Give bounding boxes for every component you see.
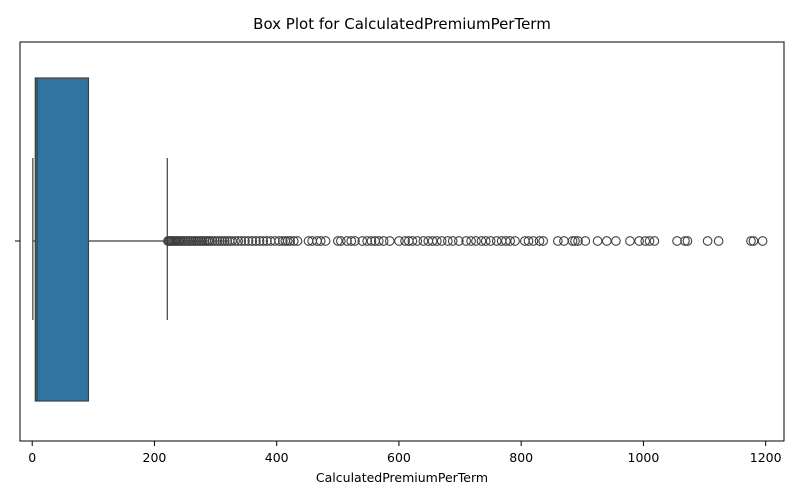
- outlier-point: [471, 236, 481, 246]
- outlier-point: [336, 236, 346, 246]
- outlier-point: [528, 236, 539, 246]
- outlier-point: [436, 236, 447, 246]
- outlier-point: [592, 236, 603, 246]
- outlier-point: [634, 236, 644, 246]
- outlier-point: [682, 236, 693, 246]
- outlier-point: [342, 236, 352, 246]
- x-axis-label: CalculatedPremiumPerTerm: [316, 470, 488, 485]
- outlier-point: [384, 236, 395, 246]
- outlier-point: [258, 236, 269, 246]
- x-tick-label: 1000: [628, 450, 660, 465]
- outlier-point: [757, 236, 768, 246]
- outlier-point: [378, 236, 389, 246]
- outlier-point: [640, 236, 651, 246]
- outlier-point: [453, 236, 464, 246]
- outlier-point: [212, 236, 223, 246]
- outlier-point: [215, 236, 225, 246]
- outlier-point: [644, 236, 655, 246]
- outlier-point: [485, 236, 496, 246]
- outlier-point: [362, 236, 373, 246]
- outlier-point: [476, 236, 487, 246]
- outlier-point: [412, 236, 423, 246]
- outlier-point: [227, 236, 237, 246]
- chart-title: Box Plot for CalculatedPremiumPerTerm: [253, 15, 551, 33]
- outlier-point: [277, 236, 288, 246]
- outlier-point: [461, 236, 472, 246]
- outlier-point: [523, 236, 534, 246]
- outlier-point: [649, 236, 660, 246]
- outlier-point: [357, 236, 368, 246]
- outlier-point: [288, 236, 299, 246]
- outlier-point: [346, 236, 357, 246]
- outlier-point: [559, 236, 569, 246]
- outlier-point: [217, 236, 228, 246]
- outlier-point: [254, 236, 265, 246]
- outlier-point: [219, 236, 230, 246]
- outlier-point: [400, 236, 410, 246]
- outlier-point: [320, 236, 331, 246]
- outlier-point: [247, 236, 258, 246]
- outlier-point: [538, 236, 549, 246]
- outlier-point: [501, 236, 511, 246]
- outlier-point: [292, 236, 303, 246]
- x-tick-label: 600: [387, 450, 411, 465]
- outlier-point: [366, 236, 377, 246]
- outlier-point: [680, 236, 690, 246]
- outlier-point: [282, 236, 293, 246]
- x-tick-label: 400: [265, 450, 289, 465]
- outlier-point: [418, 236, 429, 246]
- outlier-point: [672, 236, 682, 246]
- outlier-point: [210, 236, 220, 246]
- outlier-point: [350, 236, 360, 246]
- outlier-point: [570, 236, 580, 246]
- outlier-point: [601, 236, 612, 246]
- outlier-point: [713, 236, 724, 246]
- outlier-point: [373, 236, 384, 246]
- outlier-point: [407, 236, 418, 246]
- outlier-point: [315, 236, 326, 246]
- outlier-point: [236, 236, 247, 246]
- x-axis: 0 200 400 600 800 1000 1200: [28, 441, 782, 465]
- outlier-point: [431, 236, 442, 246]
- outlier-point: [580, 236, 591, 246]
- outlier-point: [746, 236, 756, 246]
- x-tick-label: 200: [143, 450, 167, 465]
- outlier-point: [442, 236, 453, 246]
- outlier-point: [230, 236, 240, 246]
- outlier-point: [491, 236, 502, 246]
- outlier-point: [427, 236, 438, 246]
- plot-area: 0 200 400 600 800 1000 1200: [15, 41, 785, 465]
- outlier-point: [510, 236, 520, 246]
- outlier-point: [553, 236, 563, 246]
- outlier-point: [285, 236, 296, 246]
- outlier-point: [625, 236, 635, 246]
- outlier-point: [573, 236, 583, 246]
- iqr-box: [34, 77, 90, 402]
- outlier-point: [205, 236, 215, 246]
- x-tick-label: 800: [509, 450, 533, 465]
- outlier-point: [243, 236, 254, 246]
- outlier-point: [748, 236, 759, 246]
- outlier-point: [611, 236, 621, 246]
- outlier-point: [447, 236, 458, 246]
- outlier-point: [207, 236, 218, 246]
- outlier-point: [222, 236, 233, 246]
- outlier-points: [163, 236, 768, 246]
- outlier-point: [233, 236, 244, 246]
- outlier-point: [262, 236, 272, 246]
- outlier-point: [394, 236, 404, 246]
- outlier-point: [466, 236, 476, 246]
- outlier-point: [567, 236, 578, 246]
- outlier-point: [505, 236, 516, 246]
- outlier-point: [332, 236, 343, 246]
- outlier-point: [251, 236, 261, 246]
- x-tick-label: 0: [28, 450, 36, 465]
- outlier-point: [240, 236, 250, 246]
- outlier-point: [534, 236, 545, 246]
- outlier-point: [270, 236, 280, 246]
- x-tick-label: 1200: [750, 450, 782, 465]
- outlier-point: [702, 236, 713, 246]
- outlier-point: [480, 236, 491, 246]
